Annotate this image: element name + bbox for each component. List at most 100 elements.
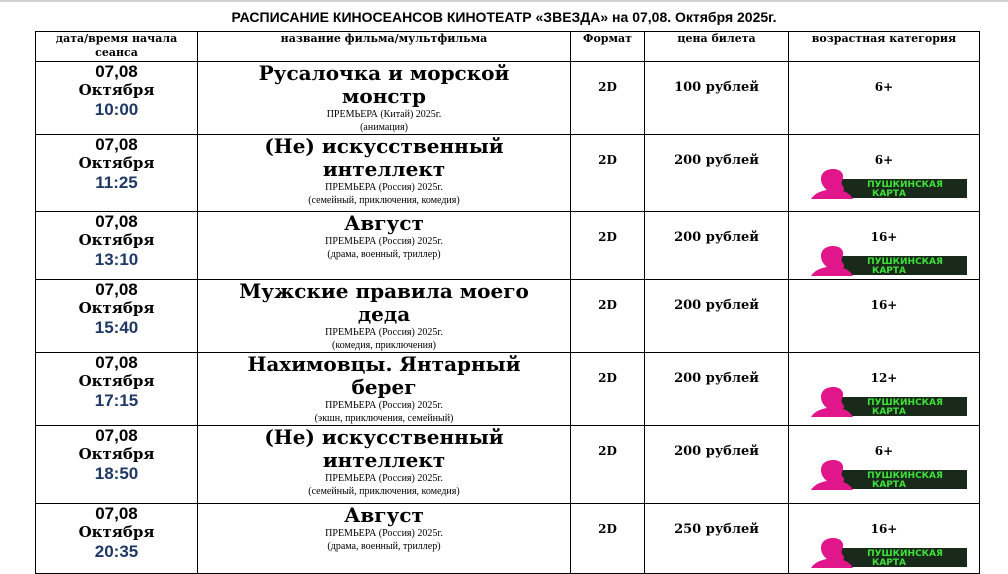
film-title: Нахимовцы. Янтарный берег xyxy=(247,352,521,399)
format-cell: 2D xyxy=(570,211,645,280)
film-title: Август xyxy=(344,211,424,235)
session-month: Октября xyxy=(78,299,155,317)
format-cell: 2D xyxy=(570,352,645,426)
header-age: возрастная категория xyxy=(788,31,980,62)
age-cell: 16+ xyxy=(788,279,980,353)
session-time: 13:10 xyxy=(94,250,139,269)
film-premiere: ПРЕМЬЕРА (Россия) 2025г. xyxy=(325,528,443,539)
pushkin-card-badge: ПУШКИНСКАЯ КАРТА xyxy=(809,387,969,420)
session-date: 07,08 xyxy=(95,504,138,523)
pushkin-card-badge: ПУШКИНСКАЯ КАРТА xyxy=(809,169,969,202)
session-time: 15:40 xyxy=(94,318,139,337)
format-cell: 2D xyxy=(570,503,645,574)
header-datetime: дата/время начала сеанса xyxy=(35,31,198,62)
header-price: цена билета xyxy=(644,31,789,62)
session-time: 11:25 xyxy=(95,173,138,192)
film-cell: Русалочка и морской монстр ПРЕМЬЕРА (Кит… xyxy=(197,61,571,135)
age-rating: 6+ xyxy=(874,80,894,94)
svg-text:ПУШКИНСКАЯ: ПУШКИНСКАЯ xyxy=(867,549,943,559)
session-date: 07,08 xyxy=(95,135,138,154)
film-premiere: ПРЕМЬЕРА (Россия) 2025г. xyxy=(325,182,443,193)
header-film: название фильма/мультфильма xyxy=(197,31,571,62)
table-row: 07,08 Октября 18:50 (Не) искусственный и… xyxy=(35,425,980,504)
header-format: Формат xyxy=(570,31,645,62)
pushkin-card-badge: ПУШКИНСКАЯ КАРТА xyxy=(809,460,969,493)
age-cell: 6+ ПУШКИНСКАЯ КАРТА xyxy=(788,425,980,504)
svg-text:КАРТА: КАРТА xyxy=(872,266,906,276)
pushkin-card-logo-icon: ПУШКИНСКАЯ КАРТА xyxy=(811,387,967,417)
datetime-cell: 07,08 Октября 17:15 xyxy=(35,352,198,426)
page-title: РАСПИСАНИЕ КИНОСЕАНСОВ КИНОТЕАТР «ЗВЕЗДА… xyxy=(231,9,777,25)
price-cell: 250 рублей xyxy=(644,503,789,574)
price-cell: 200 рублей xyxy=(644,211,789,280)
film-premiere: ПРЕМЬЕРА (Россия) 2025г. xyxy=(325,473,443,484)
age-rating: 16+ xyxy=(870,522,898,536)
pushkin-card-logo-icon: ПУШКИНСКАЯ КАРТА xyxy=(811,538,967,568)
film-genre: (экшн, приключения, семейный) xyxy=(314,413,454,424)
datetime-cell: 07,08 Октября 20:35 xyxy=(35,503,198,574)
format-cell: 2D xyxy=(570,61,645,135)
session-time: 17:15 xyxy=(94,391,139,410)
film-title: (Не) искусственный интеллект xyxy=(264,134,504,181)
film-genre: (драма, военный, триллер) xyxy=(327,541,441,552)
age-rating: 6+ xyxy=(874,444,894,458)
pushkin-card-badge: ПУШКИНСКАЯ КАРТА xyxy=(809,538,969,571)
session-month: Октября xyxy=(78,154,155,172)
datetime-cell: 07,08 Октября 11:25 xyxy=(35,134,198,212)
pushkin-card-logo-icon: ПУШКИНСКАЯ КАРТА xyxy=(811,460,967,490)
svg-text:ПУШКИНСКАЯ: ПУШКИНСКАЯ xyxy=(867,398,943,408)
svg-text:КАРТА: КАРТА xyxy=(872,558,906,568)
film-premiere: ПРЕМЬЕРА (Россия) 2025г. xyxy=(325,400,443,411)
age-rating: 16+ xyxy=(870,230,898,244)
format-cell: 2D xyxy=(570,134,645,212)
pushkin-card-logo-icon: ПУШКИНСКАЯ КАРТА xyxy=(811,169,967,199)
svg-text:ПУШКИНСКАЯ: ПУШКИНСКАЯ xyxy=(867,471,943,481)
top-border xyxy=(0,0,1008,2)
price-cell: 200 рублей xyxy=(644,134,789,212)
session-month: Октября xyxy=(78,523,155,541)
schedule-table: дата/время начала сеанса название фильма… xyxy=(35,31,980,574)
svg-text:ПУШКИНСКАЯ: ПУШКИНСКАЯ xyxy=(867,180,943,190)
session-date: 07,08 xyxy=(95,426,138,445)
session-date: 07,08 xyxy=(95,280,138,299)
table-row: 07,08 Октября 17:15 Нахимовцы. Янтарный … xyxy=(35,352,980,426)
session-month: Октября xyxy=(78,231,155,249)
film-genre: (комедия, приключения) xyxy=(332,340,436,351)
session-time: 10:00 xyxy=(94,100,139,119)
table-row: 07,08 Октября 15:40 Мужские правила моег… xyxy=(35,279,980,353)
film-premiere: ПРЕМЬЕРА (Россия) 2025г. xyxy=(325,327,443,338)
price-cell: 100 рублей xyxy=(644,61,789,135)
session-date: 07,08 xyxy=(95,62,138,81)
film-cell: Нахимовцы. Янтарный берег ПРЕМЬЕРА (Росс… xyxy=(197,352,571,426)
datetime-cell: 07,08 Октября 18:50 xyxy=(35,425,198,504)
age-cell: 16+ ПУШКИНСКАЯ КАРТА xyxy=(788,503,980,574)
svg-text:КАРТА: КАРТА xyxy=(872,189,906,199)
film-genre: (семейный, приключения, комедия) xyxy=(308,486,460,497)
age-rating: 12+ xyxy=(870,371,898,385)
datetime-cell: 07,08 Октября 15:40 xyxy=(35,279,198,353)
film-cell: (Не) искусственный интеллект ПРЕМЬЕРА (Р… xyxy=(197,425,571,504)
age-cell: 6+ ПУШКИНСКАЯ КАРТА xyxy=(788,134,980,212)
pushkin-card-logo-icon: ПУШКИНСКАЯ КАРТА xyxy=(811,246,967,276)
datetime-cell: 07,08 Октября 10:00 xyxy=(35,61,198,135)
film-premiere: ПРЕМЬЕРА (Россия) 2025г. xyxy=(325,236,443,247)
svg-text:КАРТА: КАРТА xyxy=(872,407,906,417)
table-row: 07,08 Октября 13:10 Август ПРЕМЬЕРА (Рос… xyxy=(35,211,980,280)
film-title: Август xyxy=(344,503,424,527)
pushkin-card-badge: ПУШКИНСКАЯ КАРТА xyxy=(809,246,969,279)
table-row: 07,08 Октября 10:00 Русалочка и морской … xyxy=(35,61,980,135)
film-genre: (анимация) xyxy=(360,122,408,133)
svg-text:КАРТА: КАРТА xyxy=(872,480,906,490)
datetime-cell: 07,08 Октября 13:10 xyxy=(35,211,198,280)
age-cell: 12+ ПУШКИНСКАЯ КАРТА xyxy=(788,352,980,426)
age-rating: 16+ xyxy=(870,298,898,312)
price-cell: 200 рублей xyxy=(644,352,789,426)
price-cell: 200 рублей xyxy=(644,279,789,353)
header-row: дата/время начала сеанса название фильма… xyxy=(35,31,980,62)
session-month: Октября xyxy=(78,81,155,99)
film-cell: Мужские правила моего деда ПРЕМЬЕРА (Рос… xyxy=(197,279,571,353)
table-row: 07,08 Октября 11:25 (Не) искусственный и… xyxy=(35,134,980,212)
film-genre: (драма, военный, триллер) xyxy=(327,249,441,260)
film-premiere: ПРЕМЬЕРА (Китай) 2025г. xyxy=(326,109,442,120)
age-rating: 6+ xyxy=(874,153,894,167)
